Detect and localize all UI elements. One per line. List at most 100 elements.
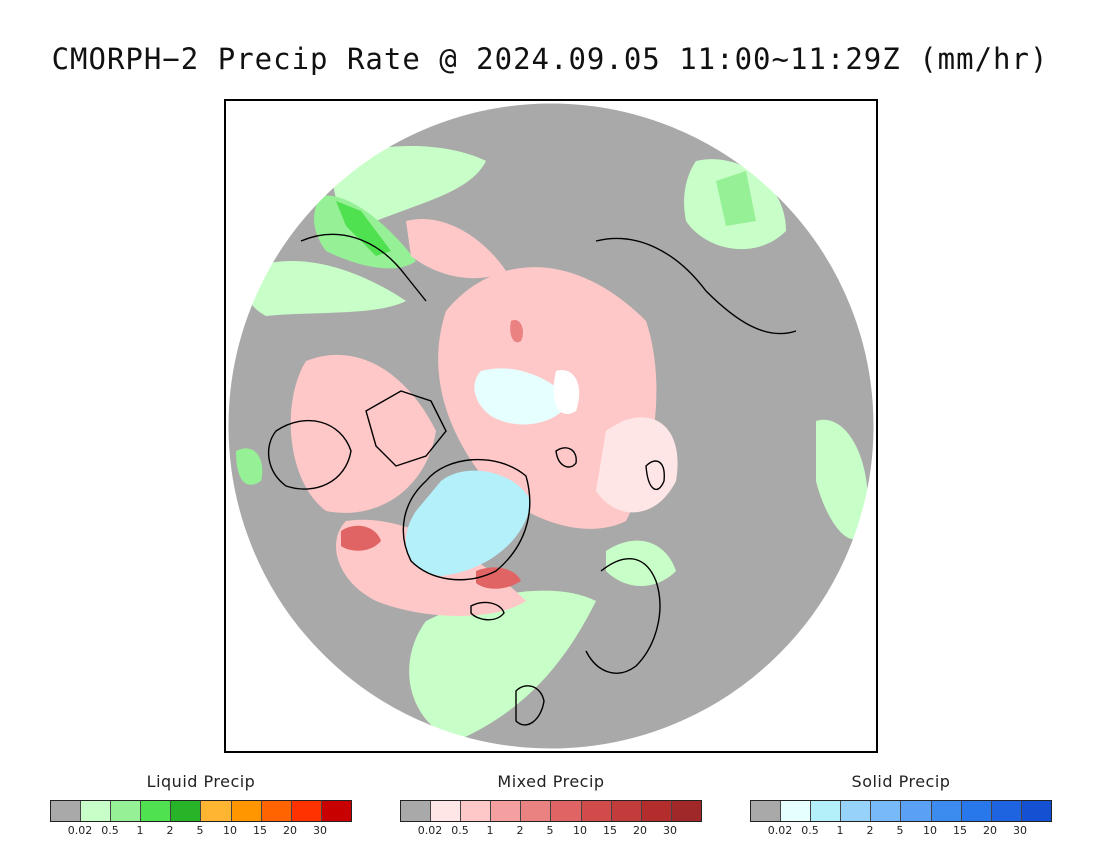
coastline-canada-archipelago: [365, 390, 447, 467]
legend-tick-label: 15: [603, 824, 617, 837]
coastline-svalbard: [555, 447, 577, 468]
legend-swatch: [551, 801, 582, 821]
chart-title: CMORPH−2 Precip Rate @ 2024.09.05 11:00~…: [51, 42, 1049, 76]
coastline-greenland: [402, 458, 531, 581]
legend-ticks: 0.02 0.5 1 2 5 10 15 20 30: [50, 824, 350, 838]
solid-precip-area-icepack: [553, 370, 580, 415]
legend-swatch: [871, 801, 902, 821]
coastline-novaya-zemlya: [645, 460, 665, 491]
legend-title: Liquid Precip: [146, 772, 256, 791]
legend-liquid: Liquid Precip 0.02 0.5 1 2 5 10 15 20 30: [50, 772, 352, 838]
liquid-precip-area-northatlantic: [409, 590, 596, 741]
legend-swatch: [1021, 801, 1051, 821]
mixed-precip-area-barents: [596, 417, 678, 513]
map-disk-outline: [227, 102, 875, 750]
legend-swatch: [431, 801, 462, 821]
mixed-precip-heavy-iceland: [476, 567, 521, 589]
solid-precip-area-greenland: [405, 470, 531, 576]
legend-swatch: [961, 801, 992, 821]
legend-swatch: [491, 801, 522, 821]
legend-swatch: [611, 801, 642, 821]
legend-tick-label: 20: [633, 824, 647, 837]
legend-swatch: [51, 801, 82, 821]
legend-swatch: [521, 801, 552, 821]
coastlines: [267, 233, 797, 726]
legend-tick-label: 5: [896, 824, 904, 837]
legend-swatch: [811, 801, 842, 821]
legend-tick-label: 30: [1013, 824, 1027, 837]
legend-tick-label: 0.5: [801, 824, 819, 837]
legend-mixed: Mixed Precip 0.02 0.5 1 2 5 10 15 20 30: [400, 772, 702, 838]
liquid-precip-area-scandinavia: [606, 540, 676, 586]
legend-swatch: [901, 801, 932, 821]
legend-tick-label: 20: [983, 824, 997, 837]
legend-tick-label: 5: [546, 824, 554, 837]
legend-tick-label: 1: [486, 824, 494, 837]
coastline-iceland: [470, 601, 505, 621]
legend-swatch: [781, 801, 812, 821]
legend-tick-label: 15: [953, 824, 967, 837]
legend-swatch: [261, 801, 292, 821]
solid-precip-area-polarcap: [474, 368, 571, 425]
legend-tick-label: 30: [663, 824, 677, 837]
legend-swatch: [111, 801, 142, 821]
legend-swatch: [141, 801, 172, 821]
legend-colorbar: [750, 800, 1052, 822]
legend-swatch: [841, 801, 872, 821]
legend-tick-label: 0.5: [451, 824, 469, 837]
legend-colorbar: [400, 800, 702, 822]
liquid-precip-area-westcanada: [244, 261, 406, 316]
legend-swatch: [931, 801, 962, 821]
legend-swatch: [171, 801, 202, 821]
legend-tick-label: 2: [516, 824, 524, 837]
legend-tick-label: 1: [136, 824, 144, 837]
legend-title: Solid Precip: [851, 772, 951, 791]
liquid-precip-area-hudson: [236, 448, 263, 485]
legend-swatch: [201, 801, 232, 821]
legend-swatch: [321, 801, 351, 821]
legend-solid: Solid Precip 0.02 0.5 1 2 5 10 15 20 30: [750, 772, 1052, 838]
legend-tick-label: 0.02: [767, 824, 793, 837]
legend-swatch: [671, 801, 701, 821]
legend-swatch: [291, 801, 322, 821]
legend-swatch: [581, 801, 612, 821]
coastline-britain: [515, 685, 545, 726]
legend-tick-label: 10: [923, 824, 937, 837]
legend-tick-label: 10: [573, 824, 587, 837]
legend-title: Mixed Precip: [497, 772, 605, 791]
legend-swatch: [231, 801, 262, 821]
legend-swatch: [641, 801, 672, 821]
mixed-precip-area-canada: [290, 354, 436, 513]
coastline-siberia: [595, 237, 797, 335]
legend-tick-label: 1: [836, 824, 844, 837]
legend-tick-label: 20: [283, 824, 297, 837]
coastline-hudson-bay: [267, 419, 352, 490]
mixed-precip-area-bering: [406, 219, 506, 279]
legend-swatch: [401, 801, 432, 821]
legend-tick-label: 0.02: [67, 824, 93, 837]
precip-map-svg: [227, 102, 875, 750]
liquid-precip-band-pacific: [336, 201, 391, 256]
legend-swatch: [751, 801, 782, 821]
mixed-precip-heavy-labrador: [341, 525, 381, 551]
liquid-precip-area-eastasia: [816, 419, 868, 540]
legend-tick-label: 0.5: [101, 824, 119, 837]
legend-tick-label: 2: [866, 824, 874, 837]
coastline-scandinavia: [585, 558, 661, 674]
liquid-precip-area-northpacific: [333, 146, 486, 222]
mixed-precip-heavy-arctic: [510, 320, 523, 343]
legend-tick-label: 10: [223, 824, 237, 837]
legend-swatch: [991, 801, 1022, 821]
map-disk: [228, 103, 874, 749]
legend-ticks: 0.02 0.5 1 2 5 10 15 20 30: [400, 824, 700, 838]
legend-colorbar: [50, 800, 352, 822]
legend-tick-label: 30: [313, 824, 327, 837]
legend-tick-label: 15: [253, 824, 267, 837]
legend-ticks: 0.02 0.5 1 2 5 10 15 20 30: [750, 824, 1050, 838]
legend-swatch: [461, 801, 492, 821]
legend-swatch: [81, 801, 112, 821]
legend-tick-label: 5: [196, 824, 204, 837]
coastline-alaska: [300, 233, 427, 302]
polar-precip-map: [224, 99, 878, 753]
legend-tick-label: 2: [166, 824, 174, 837]
